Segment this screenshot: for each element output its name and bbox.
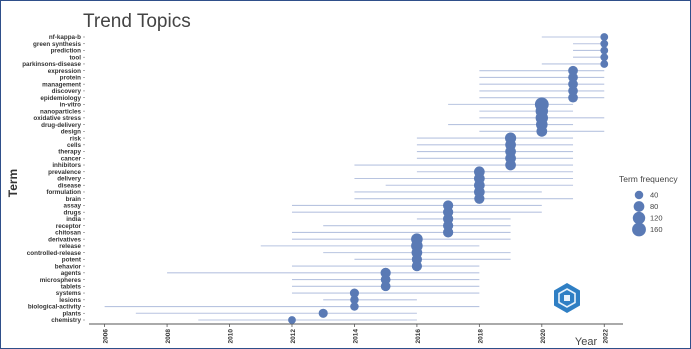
x-axis-label: Year [575, 336, 598, 348]
term-label: in-vitro [60, 102, 81, 109]
term-label: tablets [61, 284, 82, 291]
term-label: green synthesis [33, 41, 81, 48]
term-point [411, 260, 423, 272]
x-tick-label: 2018 [477, 329, 484, 344]
term-point [600, 46, 609, 55]
term-label: protein [60, 75, 81, 82]
legend-point [633, 201, 645, 212]
x-tick-label: 2012 [290, 329, 297, 344]
term-label: nf-kappa-b [49, 34, 81, 41]
term-label: chitosan [55, 230, 81, 237]
term-label: expression [48, 68, 81, 75]
term-label: assay [63, 203, 81, 210]
term-label: potent [62, 257, 82, 264]
term-label: cells [67, 142, 82, 149]
term-point [568, 65, 578, 76]
legend-label: 80 [650, 202, 658, 211]
term-point [350, 302, 359, 311]
legend-point [634, 190, 644, 200]
watermark-logo [554, 283, 580, 313]
term-label: risk [70, 135, 82, 142]
term-label: tool [69, 54, 81, 61]
term-label: brain [66, 196, 82, 203]
x-tick-label: 2010 [228, 329, 235, 344]
plot-area: 2006 2008 2010 2012 2014 2016 2018 2020 2022 nf-k… [22, 33, 623, 343]
term-label: epidemiology [40, 95, 81, 102]
term-label: disease [58, 182, 82, 189]
term-label: release [59, 243, 81, 250]
y-axis-label: Term [6, 169, 20, 197]
term-label: receptor [56, 223, 82, 230]
term-point [600, 39, 609, 48]
term-point [380, 267, 391, 278]
x-tick-label: 2014 [352, 329, 359, 344]
logo-inner [558, 288, 576, 308]
term-label: nanoparticles [40, 108, 81, 115]
term-label: agents [61, 270, 82, 277]
term-label: india [66, 216, 81, 223]
legend-label: 40 [650, 191, 658, 200]
term-label: discovery [52, 88, 82, 95]
term-point [600, 60, 609, 68]
term-label: systems [56, 290, 82, 297]
term-label: cancer [61, 155, 82, 162]
term-label: plants [62, 310, 81, 317]
term-point [505, 159, 516, 171]
legend-point [632, 222, 646, 237]
term-label: oxidative stress [33, 115, 81, 122]
x-tick-label: 2008 [165, 329, 172, 344]
term-point [443, 227, 454, 238]
term-label: design [61, 129, 81, 136]
legend: Term frequency 40 80 120 160 [619, 174, 678, 237]
term-label: microspheres [40, 277, 82, 284]
x-tick-label: 2022 [602, 329, 609, 344]
term-point [568, 92, 578, 103]
term-point [568, 79, 578, 90]
chart-title: Trend Topics [83, 11, 191, 32]
term-point [380, 274, 391, 285]
term-label: chemistry [51, 317, 81, 324]
x-tick-label: 2006 [103, 329, 110, 344]
term-point [568, 72, 578, 83]
logo-center [564, 295, 570, 301]
term-point [380, 281, 391, 292]
x-tick-label: 2016 [415, 329, 422, 344]
term-label: formulation [46, 189, 81, 196]
x-tick-label: 2020 [540, 329, 547, 344]
term-label: management [42, 81, 82, 88]
term-label: drugs [64, 209, 82, 216]
term-label: controlled-release [27, 250, 82, 257]
term-point [600, 33, 609, 41]
term-label: biological-activity [28, 304, 82, 311]
term-point [350, 295, 359, 305]
term-point [568, 86, 578, 96]
term-label: prevalence [48, 169, 81, 176]
legend-label: 160 [650, 225, 663, 234]
legend-title: Term frequency [619, 174, 678, 184]
term-label: drug-delivery [41, 122, 81, 129]
term-label: delivery [57, 176, 81, 183]
term-point [600, 53, 609, 62]
term-label: prediction [51, 48, 82, 55]
term-point [474, 193, 485, 204]
term-label: derivatives [48, 236, 81, 243]
term-point [536, 125, 548, 137]
term-point [349, 288, 360, 298]
term-label: parkinsons-disease [22, 61, 81, 68]
term-point [318, 308, 328, 318]
term-label: behavior [55, 263, 82, 270]
legend-point [632, 211, 646, 225]
term-point [288, 316, 296, 324]
term-label: inhibitors [52, 162, 81, 169]
legend-label: 120 [650, 214, 663, 223]
term-label: therapy [58, 149, 81, 156]
term-label: lesions [59, 297, 81, 304]
